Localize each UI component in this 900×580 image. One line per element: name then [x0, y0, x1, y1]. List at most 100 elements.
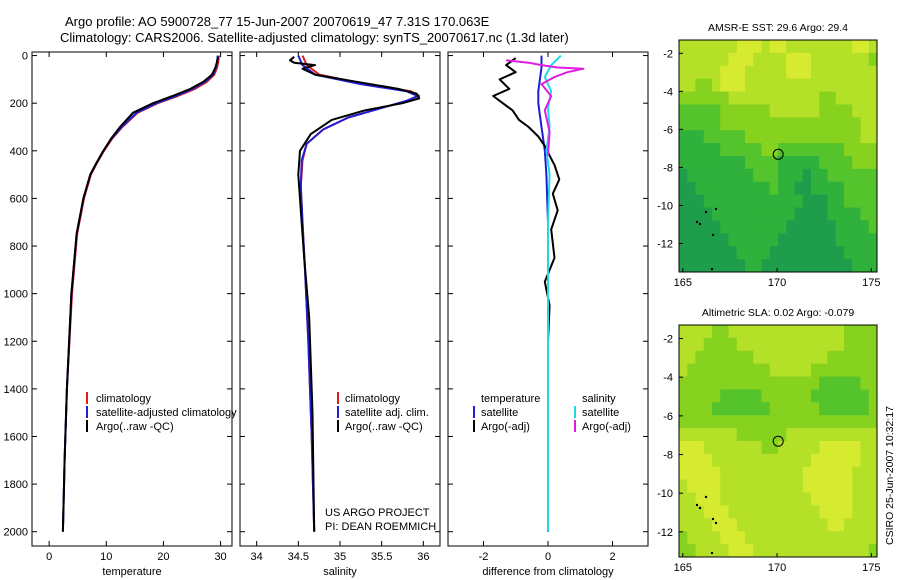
heatmap-cell: [703, 518, 713, 532]
heatmap-cell: [745, 65, 754, 80]
heatmap-cell: [720, 531, 729, 545]
heatmap-cell: [687, 441, 696, 455]
heatmap-cell: [786, 194, 795, 209]
heatmap-cell: [687, 40, 696, 54]
heatmap-cell: [695, 65, 705, 80]
heatmap-cell: [728, 91, 738, 105]
heatmap-cell: [736, 363, 746, 378]
heatmap-cell: [720, 466, 729, 481]
heatmap-cell: [761, 117, 771, 131]
heatmap-cell: [794, 246, 804, 260]
heatmap-cell: [860, 479, 870, 494]
heatmap-cell: [852, 117, 861, 131]
heatmap-cell: [703, 233, 713, 247]
heatmap-cell: [736, 479, 746, 494]
heatmap-cell: [679, 363, 688, 378]
heatmap-cell: [802, 117, 812, 131]
island-dot: [698, 506, 702, 510]
heatmap-cell: [778, 104, 787, 118]
credit-project: US ARGO PROJECT: [325, 507, 430, 519]
heatmap-cell: [728, 40, 738, 54]
heatmap-cell: [844, 40, 853, 54]
heatmap-cell: [761, 466, 771, 481]
heatmap-cell: [819, 246, 828, 260]
heatmap-cell: [827, 441, 837, 455]
heatmap-cell: [852, 544, 861, 558]
heatmap-cell: [868, 233, 878, 247]
heatmap-cell: [802, 325, 812, 339]
heatmap-cell: [852, 207, 861, 221]
heatmap-cell: [786, 453, 795, 468]
heatmap-cell: [786, 544, 795, 558]
heatmap-cell: [736, 168, 746, 183]
heatmap-cell: [819, 233, 828, 247]
heatmap-cell: [720, 453, 729, 468]
heatmap-cell: [811, 466, 820, 481]
heatmap-cell: [703, 544, 713, 558]
heatmap-cell: [844, 531, 853, 545]
heatmap-cell: [827, 91, 837, 105]
heatmap-cell: [679, 337, 688, 352]
heatmap-cell: [687, 220, 696, 234]
heatmap-cell: [703, 389, 713, 403]
heatmap-cell: [679, 246, 688, 260]
heatmap-cell: [687, 52, 696, 67]
heatmap-cell: [852, 65, 861, 80]
heatmap-cell: [844, 363, 853, 378]
heatmap-cell: [753, 65, 762, 80]
island-dot: [711, 233, 715, 237]
heatmap-cell: [868, 65, 878, 80]
heatmap-cell: [860, 466, 870, 481]
heatmap-cell: [679, 415, 688, 429]
x-tick-label: 170: [768, 277, 786, 289]
heatmap-cell: [761, 207, 771, 221]
salinity-panel: 34 34.5 35 35.5 36 salinity climatology sate…: [239, 51, 441, 578]
heatmap-cell: [703, 65, 713, 80]
heatmap-cell: [802, 78, 812, 93]
heatmap-cell: [745, 78, 754, 93]
heatmap-cell: [679, 531, 688, 545]
heatmap-cell: [844, 518, 853, 532]
heatmap-cell: [778, 130, 787, 144]
heatmap-cell: [703, 479, 713, 494]
heatmap-cell: [745, 259, 754, 273]
heatmap-cell: [844, 91, 853, 105]
heatmap-cell: [860, 78, 870, 93]
heatmap-cell: [736, 428, 746, 442]
heatmap-cell: [736, 207, 746, 221]
heatmap-cell: [703, 117, 713, 131]
heatmap-cell: [811, 389, 820, 403]
legend-label-sal-argo: Argo(-adj): [582, 421, 631, 433]
island-dot: [695, 220, 699, 224]
heatmap-cell: [844, 52, 853, 67]
heatmap-cell: [844, 207, 853, 221]
heatmap-cell: [761, 441, 771, 455]
heatmap-cell: [827, 156, 837, 170]
heatmap-cell: [687, 233, 696, 247]
heatmap-cell: [835, 207, 845, 221]
heatmap-cell: [745, 402, 754, 416]
heatmap-cell: [695, 402, 705, 416]
heatmap-cell: [687, 181, 696, 196]
heatmap-cell: [844, 441, 853, 455]
heatmap-cell: [695, 207, 705, 221]
heatmap-cell: [794, 91, 804, 105]
heatmap-cell: [827, 350, 837, 365]
heatmap-cell: [736, 350, 746, 365]
heatmap-cell: [703, 402, 713, 416]
y-tick-label: -2: [663, 334, 673, 346]
heatmap-cell: [852, 376, 861, 390]
y-tick-label: 800: [10, 241, 28, 253]
heatmap-cell: [712, 104, 721, 118]
heatmap-cell: [753, 337, 762, 352]
x-tick-label: 10: [100, 551, 112, 563]
heatmap-cell: [868, 466, 878, 481]
heatmap-cell: [868, 181, 878, 196]
heatmap-cell: [794, 156, 804, 170]
difference-legend: temperature satellite Argo(-adj) salinit…: [473, 393, 631, 433]
heatmap-cell: [712, 40, 721, 54]
heatmap-cell: [720, 389, 729, 403]
heatmap-cell: [811, 415, 820, 429]
heatmap-cell: [811, 259, 820, 273]
heatmap-cell: [695, 441, 705, 455]
